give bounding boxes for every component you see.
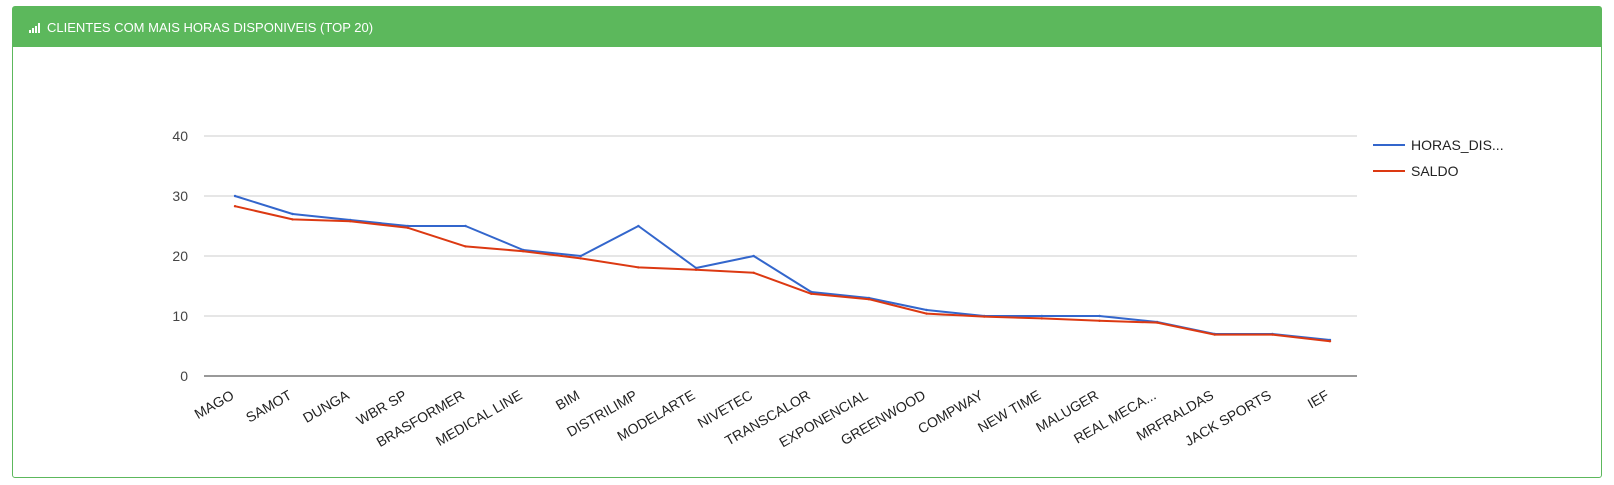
- y-tick-label: 10: [172, 308, 188, 324]
- y-tick-label: 40: [172, 128, 188, 144]
- legend-label: SALDO: [1411, 163, 1459, 179]
- y-tick-label: 30: [172, 188, 188, 204]
- panel-heading: CLIENTES COM MAIS HORAS DISPONIVEIS (TOP…: [13, 7, 1601, 47]
- x-tick-label: DUNGA: [300, 386, 352, 425]
- legend-label: HORAS_DIS...: [1411, 137, 1504, 153]
- data-point: [867, 298, 871, 301]
- data-point: [752, 254, 755, 258]
- data-point: [694, 266, 698, 270]
- data-point: [406, 226, 410, 229]
- data-point: [1040, 317, 1044, 320]
- data-point: [1098, 319, 1101, 322]
- y-tick-label: 0: [180, 368, 188, 384]
- data-point: [752, 271, 755, 274]
- data-point: [521, 250, 525, 253]
- data-point: [464, 245, 467, 248]
- data-point: [637, 266, 640, 269]
- y-tick-label: 20: [172, 248, 188, 264]
- series-line: [234, 205, 1331, 343]
- x-tick-label: MAGO: [191, 387, 236, 422]
- data-point: [579, 254, 582, 258]
- data-point: [925, 308, 928, 312]
- data-point: [1213, 333, 1216, 336]
- data-point: [1155, 321, 1159, 324]
- chart-panel: CLIENTES COM MAIS HORAS DISPONIVEIS (TOP…: [12, 6, 1602, 478]
- data-point: [233, 205, 237, 208]
- data-point: [694, 268, 698, 271]
- data-point: [1040, 314, 1044, 318]
- x-tick-label: NEW TIME: [975, 387, 1043, 436]
- data-point: [925, 312, 928, 315]
- x-tick-label: SAMOT: [243, 387, 294, 426]
- x-tick-label: IEF: [1305, 387, 1332, 412]
- signal-bars-icon: [29, 22, 40, 33]
- data-point: [291, 218, 294, 221]
- data-point: [983, 315, 986, 318]
- series-line: [234, 195, 1331, 341]
- data-point: [233, 194, 237, 198]
- data-point: [464, 224, 467, 228]
- x-tick-label: BIM: [553, 387, 583, 413]
- data-point: [810, 292, 813, 295]
- data-point: [349, 220, 352, 223]
- data-point: [406, 224, 410, 228]
- panel-title: CLIENTES COM MAIS HORAS DISPONIVEIS (TOP…: [47, 19, 374, 35]
- data-point: [1271, 333, 1274, 336]
- data-point: [291, 212, 294, 216]
- data-point: [1098, 314, 1101, 318]
- data-point: [637, 224, 640, 228]
- data-point: [579, 257, 582, 260]
- chart-area: 0 10 20 30 40 MAGO SAMOT DUNGA WBR SP BRASFORMER M…: [13, 47, 1601, 477]
- data-point: [1328, 340, 1332, 343]
- x-tick-label: COMPWAY: [915, 386, 986, 436]
